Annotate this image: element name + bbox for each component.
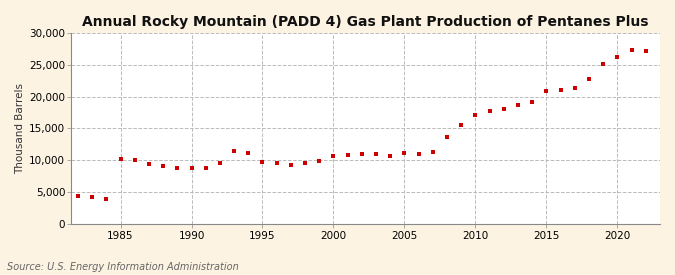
Title: Annual Rocky Mountain (PADD 4) Gas Plant Production of Pentanes Plus: Annual Rocky Mountain (PADD 4) Gas Plant…	[82, 15, 649, 29]
Text: Source: U.S. Energy Information Administration: Source: U.S. Energy Information Administ…	[7, 262, 238, 272]
Y-axis label: Thousand Barrels: Thousand Barrels	[15, 83, 25, 174]
